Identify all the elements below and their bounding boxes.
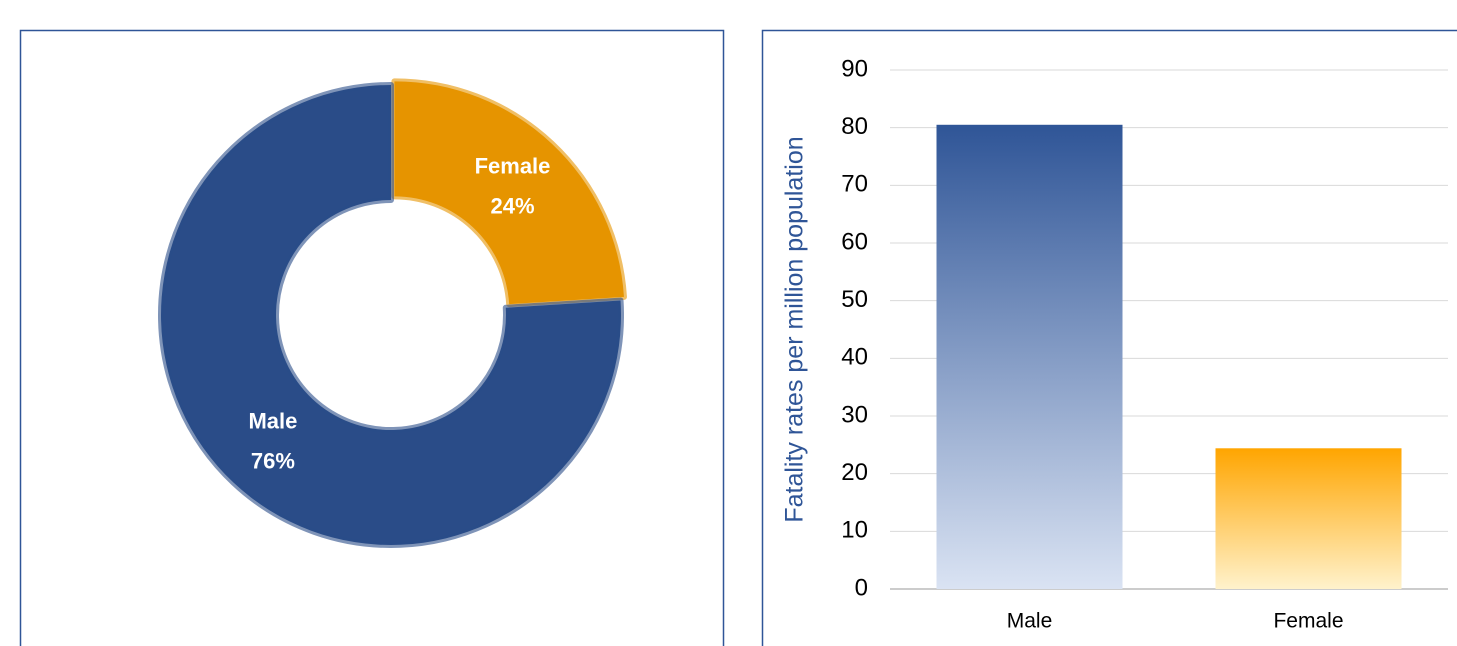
x-tick-label: Female (1273, 610, 1343, 633)
y-tick-label: 90 (841, 55, 868, 82)
y-tick-label: 10 (841, 517, 868, 544)
bar (1215, 448, 1402, 589)
slice-value-label: 24% (490, 193, 534, 218)
slice-label: Female (475, 153, 551, 178)
y-axis-label: Fatality rates per million population (781, 136, 809, 522)
slice-label: Male (248, 409, 297, 434)
y-tick-label: 60 (841, 228, 868, 255)
donut-slice (391, 78, 627, 308)
y-tick-label: 0 (855, 574, 868, 601)
donut-slice (158, 82, 624, 548)
x-tick-label: Male (1007, 610, 1053, 633)
y-tick-label: 70 (841, 171, 868, 198)
y-tick-label: 80 (841, 113, 868, 140)
bar (936, 124, 1123, 590)
y-tick-label: 40 (841, 344, 868, 371)
y-tick-label: 20 (841, 459, 868, 486)
y-tick-label: 30 (841, 401, 868, 428)
y-tick-label: 50 (841, 286, 868, 313)
slice-value-label: 76% (251, 449, 295, 474)
